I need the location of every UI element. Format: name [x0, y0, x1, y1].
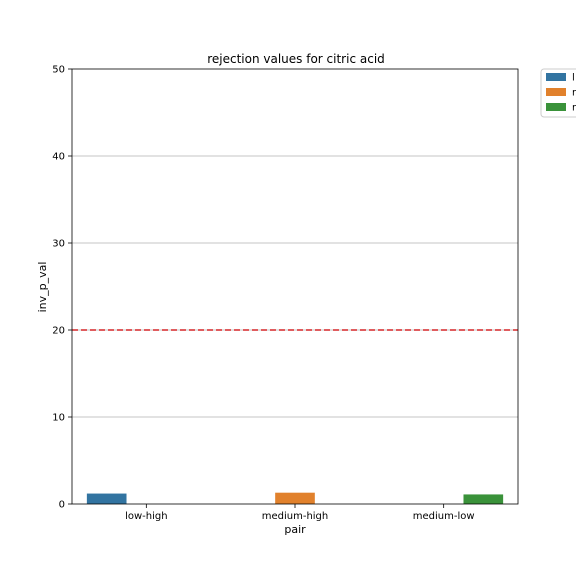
- y-axis: 0 10 20 30 40 50: [52, 65, 72, 511]
- y-tick-label: 50: [52, 65, 65, 76]
- y-tick-label: 30: [52, 239, 65, 250]
- legend: lrr: [540, 68, 576, 118]
- y-tick-label: 40: [52, 152, 65, 163]
- y-tick-label: 0: [59, 500, 65, 511]
- x-tick-label: medium-low: [413, 511, 475, 522]
- bar: [86, 493, 127, 504]
- x-axis-label: pair: [284, 523, 306, 536]
- legend-swatch: [546, 103, 566, 111]
- chart-title: rejection values for citric acid: [207, 52, 385, 66]
- x-tick-label: low-high: [125, 511, 168, 522]
- x-axis: low-high medium-high medium-low: [125, 504, 475, 522]
- legend-swatch: [546, 73, 566, 81]
- legend-label: r: [572, 103, 576, 114]
- legend-label: l: [572, 73, 575, 84]
- bars: [86, 492, 504, 504]
- legend-label: r: [572, 88, 576, 99]
- y-tick-label: 20: [52, 326, 65, 337]
- x-tick-label: medium-high: [262, 511, 329, 522]
- bar: [275, 492, 315, 504]
- legend-swatch: [546, 88, 566, 96]
- y-tick-label: 10: [52, 413, 65, 424]
- y-axis-label: inv_p_val: [36, 262, 49, 313]
- bar: [463, 494, 504, 504]
